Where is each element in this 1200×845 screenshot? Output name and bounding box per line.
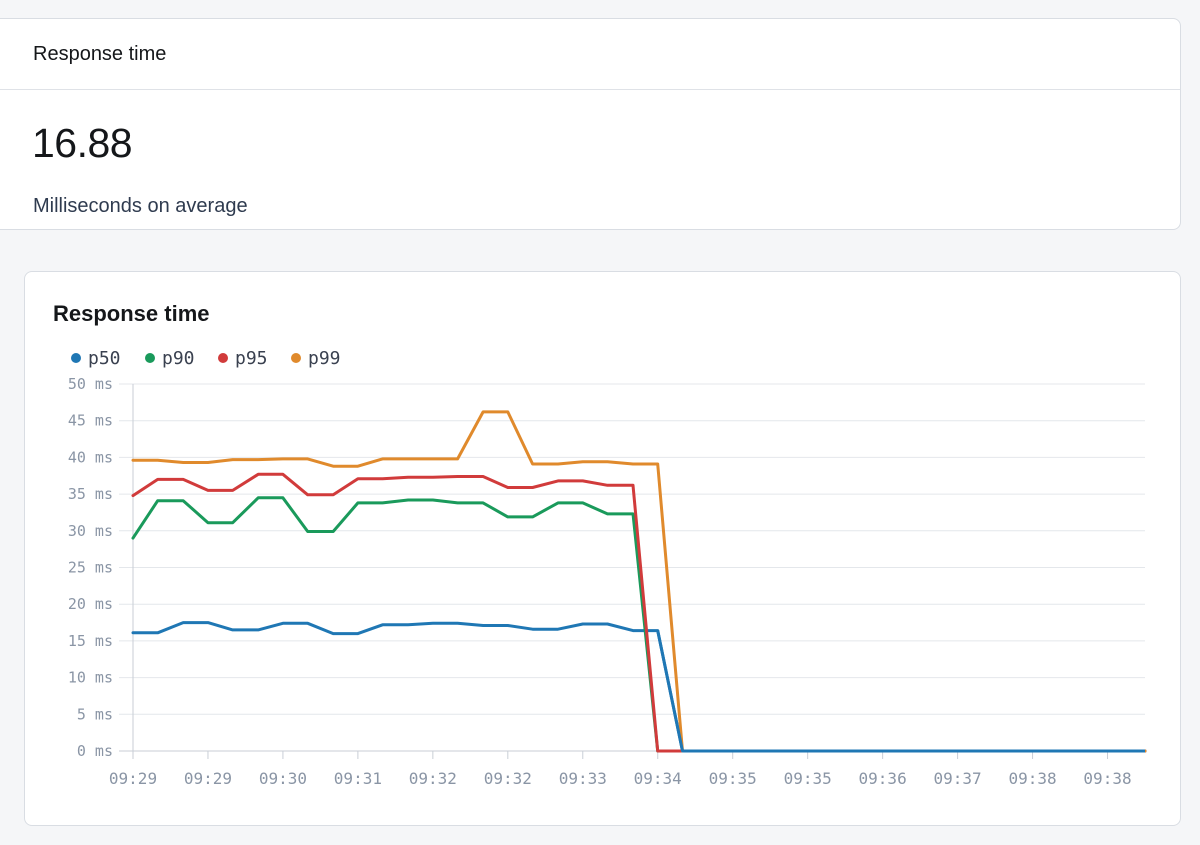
- stat-caption: Milliseconds on average: [33, 195, 248, 217]
- y-tick-label: 15 ms: [68, 632, 113, 650]
- chart-title: Response time: [53, 301, 210, 326]
- y-tick-label: 0 ms: [77, 742, 113, 760]
- legend-label-p99: p99: [308, 348, 341, 369]
- y-tick-label: 45 ms: [68, 412, 113, 430]
- x-tick-label: 09:31: [334, 769, 382, 788]
- y-tick-label: 25 ms: [68, 559, 113, 577]
- series-line-p90: [131, 496, 1147, 753]
- legend-label-p90: p90: [162, 348, 195, 369]
- x-tick-label: 09:32: [409, 769, 457, 788]
- y-tick-label: 30 ms: [68, 522, 113, 540]
- x-tick-label: 09:32: [484, 769, 532, 788]
- series-line-p50: [131, 621, 1147, 753]
- legend-marker-p99: [291, 353, 301, 363]
- y-tick-label: 40 ms: [68, 448, 113, 466]
- response-time-stat-card: Response time 16.88 Milliseconds on aver…: [0, 18, 1181, 230]
- response-time-chart-card: Response time 50 ms 45 ms 40 ms 35 ms 30 ms 2…: [24, 271, 1181, 826]
- x-tick-label: 09:34: [634, 769, 682, 788]
- x-tick-label: 09:30: [259, 769, 307, 788]
- series-line-p99: [131, 410, 1147, 753]
- x-tick-label: 09:37: [934, 769, 982, 788]
- stat-card-title: Response time: [0, 19, 1180, 90]
- y-tick-label: 35 ms: [68, 485, 113, 503]
- legend-marker-p95: [218, 353, 228, 363]
- y-tick-label: 5 ms: [77, 705, 113, 723]
- average-response-time-value: 16.88: [32, 120, 133, 166]
- y-tick-label: 20 ms: [68, 595, 113, 613]
- x-tick-label: 09:29: [184, 769, 232, 788]
- x-tick-label: 09:29: [109, 769, 157, 788]
- legend-label-p50: p50: [88, 348, 121, 369]
- x-tick-label: 09:35: [784, 769, 832, 788]
- legend-label-p95: p95: [235, 348, 268, 369]
- legend-marker-p50: [71, 353, 81, 363]
- y-tick-label: 50 ms: [68, 375, 113, 393]
- y-tick-label: 10 ms: [68, 669, 113, 687]
- series-line-p50-front: [656, 630, 1145, 753]
- x-tick-label: 09:33: [559, 769, 607, 788]
- legend-marker-p90: [145, 353, 155, 363]
- series-line-p95: [131, 472, 1147, 753]
- x-tick-label: 09:36: [859, 769, 907, 788]
- x-tick-label: 09:38: [1008, 769, 1056, 788]
- response-time-chart: 50 ms 45 ms 40 ms 35 ms 30 ms 25 ms 20 ms 15 ms…: [68, 348, 1147, 788]
- x-tick-label: 09:35: [709, 769, 757, 788]
- x-tick-label: 09:38: [1083, 769, 1131, 788]
